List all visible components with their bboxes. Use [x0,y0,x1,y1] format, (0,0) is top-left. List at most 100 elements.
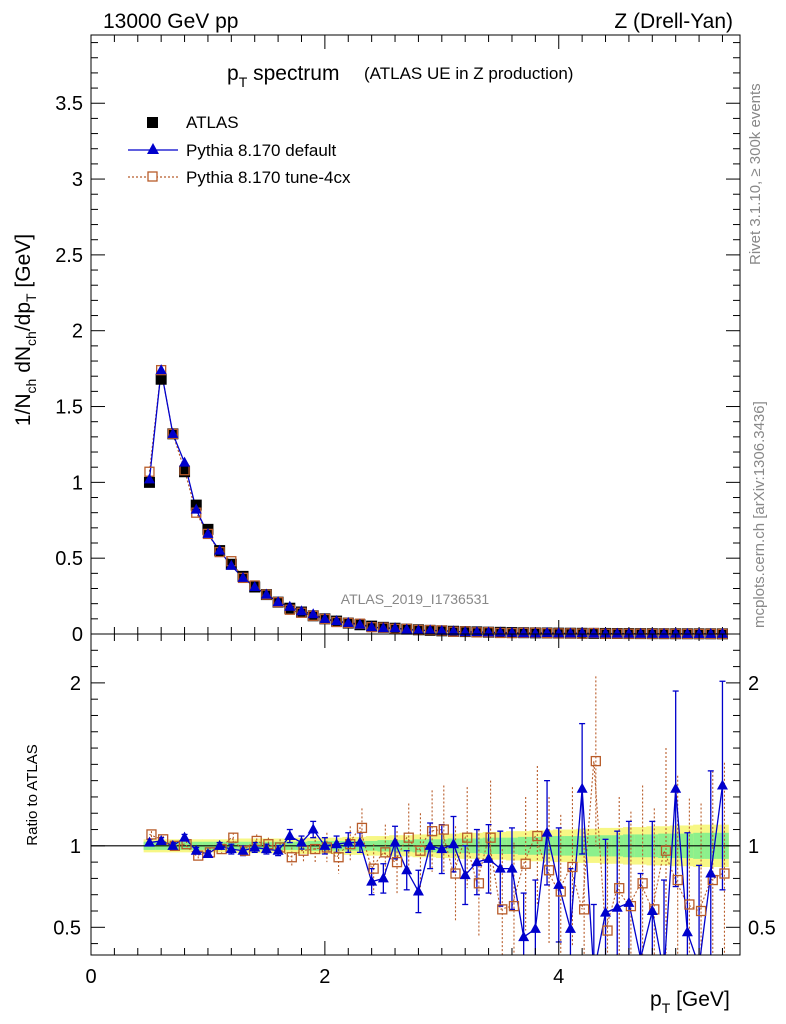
main-ytick-label: 3 [72,169,83,191]
ratio-default-point [354,836,366,847]
default-point [553,627,565,638]
default-point [307,608,319,619]
ratio-default-point [716,779,728,790]
default-point [214,544,226,555]
ratio-tune-point [438,824,449,835]
default-point [693,627,705,638]
title-rest: spectrum [247,62,339,85]
default-point [518,627,530,638]
ratio-ytick-label: 1 [70,836,81,858]
ratio-panel: 0.5 0.5 1 1 2 2 0 2 4 Ratio to ATLAS pT [GeV] [24,633,776,1016]
default-point [412,624,424,635]
ratio-tune-point [391,856,403,868]
main-ytick-label: 0 [72,624,83,646]
ratio-default-point [611,901,623,912]
legend-default-label: Pythia 8.170 default [186,141,337,160]
ratio-default-point [541,826,553,837]
atlas-point [155,373,167,385]
default-point [705,627,717,638]
default-point [167,427,179,438]
ratio-default-point [639,952,643,955]
default-point [249,580,261,591]
xlabel-rest: [GeV] [670,988,730,1011]
ratio-xtick-label: 4 [553,966,564,988]
ratio-xtick-label: 2 [319,966,330,988]
default-point [529,627,541,638]
xlabel-p: p [650,988,662,1011]
ratio-tune-point [298,845,309,856]
ratio-tune-point [520,858,531,869]
ratio-tune-point [602,925,613,936]
ratio-tune-point [310,843,321,855]
ratio-tune-point [497,904,508,915]
ratio-tune-point [380,847,391,858]
ratio-default-point [377,872,389,883]
ratio-tune-point [532,830,543,842]
ratio-default-point [576,782,588,793]
ratio-default-point [190,844,202,855]
ratio-tune-point [578,904,590,915]
ratio-tune-point [695,905,707,917]
ratio-default-point [623,896,635,907]
mcplots-label: mcplots.cern.ch [arXiv:1306.3436] [751,401,768,628]
ratio-default-point [401,864,413,875]
ratio-default-point [260,843,272,854]
ratio-default-point [459,869,471,880]
main-ytick-label: 2.5 [55,245,83,267]
default-point [646,627,658,638]
legend: ATLAS Pythia 8.170 default Pythia 8.170 … [128,113,351,187]
ratio-tune-point [146,829,157,840]
default-point [600,627,612,638]
ratio-default-point [237,844,249,855]
ratio-default-point [331,838,343,849]
ratio-ytick-label: 0.5 [53,917,81,939]
ratio-default-point [506,862,518,873]
default-point [237,571,249,582]
ratio-tune-point [508,900,520,912]
default-point [155,364,167,375]
ratio-default-point [225,843,237,854]
header-right: Z (Drell-Yan) [614,10,733,33]
ratio-tune-point [368,863,379,874]
ratio-default-point [319,839,331,850]
atlas-point [179,466,191,478]
default-point [588,627,600,638]
main-ytick-label: 1.5 [55,397,83,419]
ratio-xtick-label: 0 [85,966,96,988]
main-ylabel: 1/Nch dNch/dpT [GeV] [12,234,39,426]
ratio-default-point [436,843,448,854]
ratio-tune-point [719,868,730,879]
ratio-default-point [424,839,436,850]
default-point [272,596,284,607]
ratio-default-point [272,844,284,855]
main-ytick-label: 3.5 [55,93,83,115]
default-point [260,588,272,599]
default-point [354,618,366,629]
default-point [389,622,401,633]
ratio-default-point [412,885,424,896]
ratio-tune-point [590,755,601,767]
analysis-id: ATLAS_2019_I1736531 [341,591,490,607]
ratio-default-point [342,836,354,847]
ratio-tune-point [637,878,648,889]
default-point [295,605,307,616]
ratio-tune-point [672,874,683,886]
ratio-default-point [389,836,401,847]
default-point [670,627,682,638]
ratio-tune-point [543,865,555,876]
ratio-default-point [202,847,214,858]
main-panel: 0 0.5 1 1.5 2 2.5 3 3.5 pT spectrum (ATLAS UE i… [12,34,741,646]
ratio-default-point [529,922,541,933]
main-subtitle: (ATLAS UE in Z production) [364,64,573,83]
ratio-default-point [249,841,261,852]
legend-tune-marker [147,171,158,182]
default-point [377,622,389,633]
ratio-default-point [448,838,460,849]
ratio-tune-point [614,883,625,894]
ratio-default-line [149,785,724,955]
ratio-default-point [564,922,576,933]
default-point [635,627,647,638]
ratio-tune-point [228,832,239,843]
ratio-tune-point [356,822,368,834]
default-point [424,624,436,635]
